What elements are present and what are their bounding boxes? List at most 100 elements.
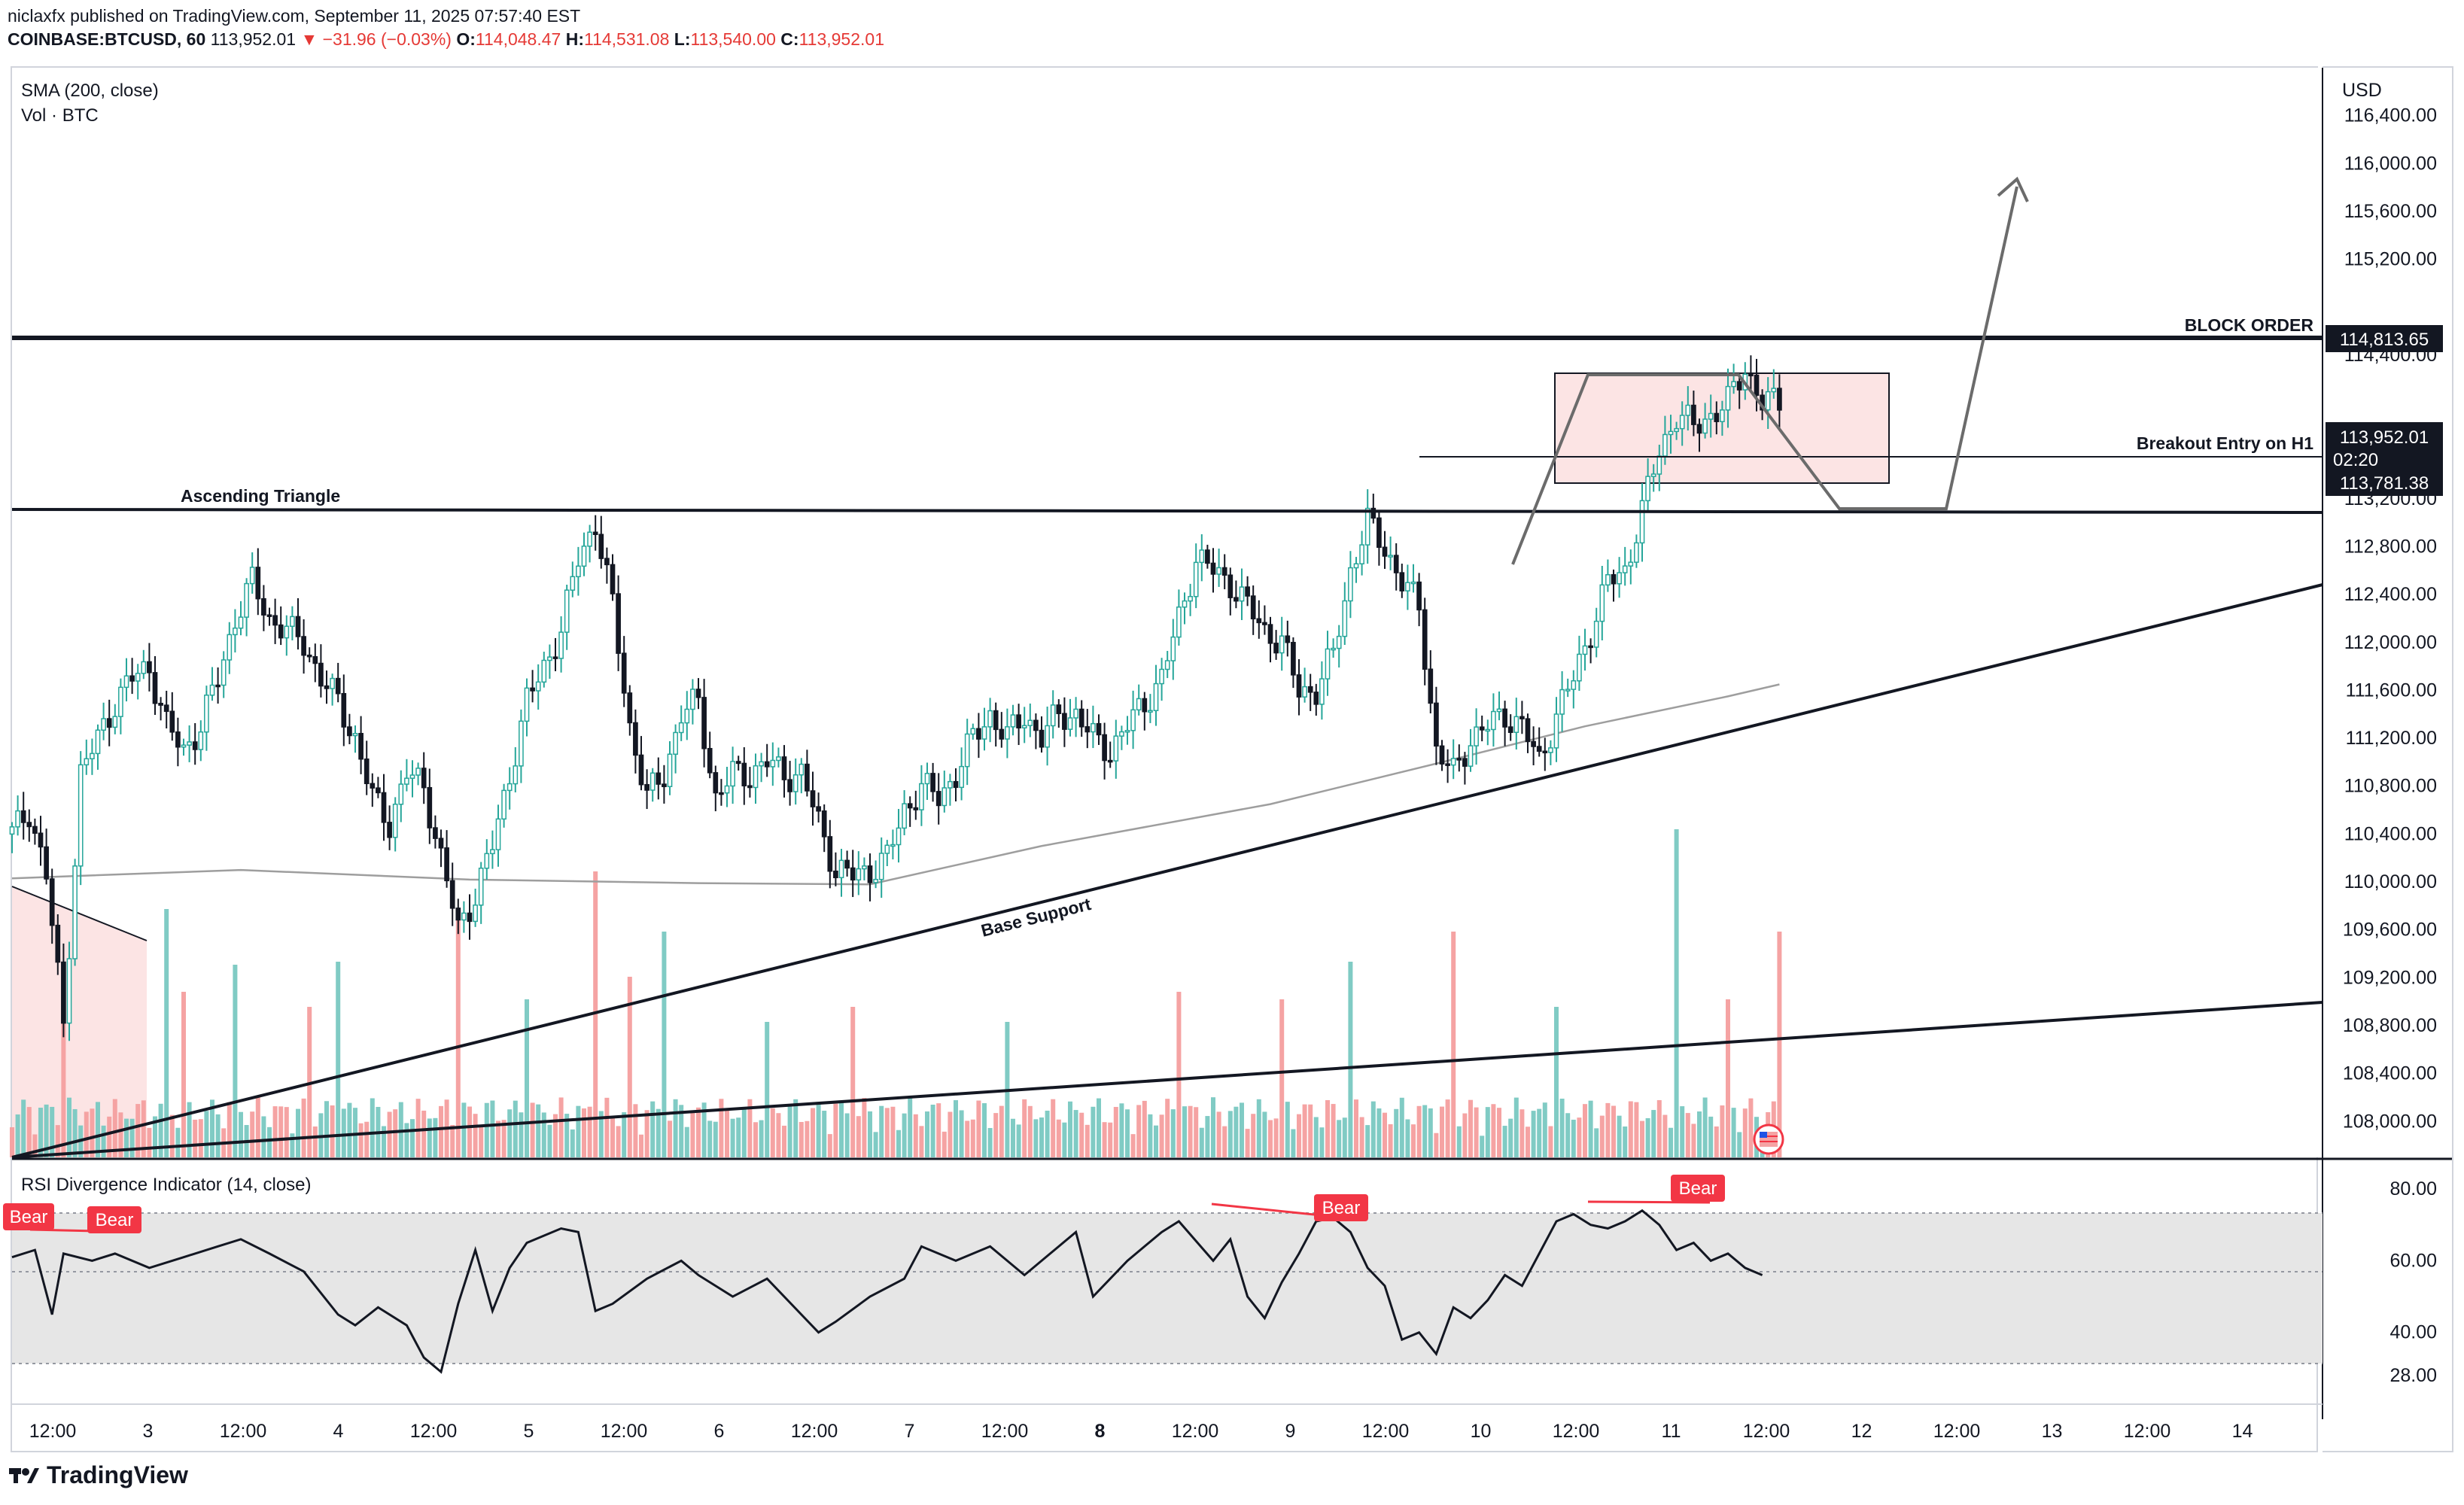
- volume-bar: [1148, 1114, 1153, 1157]
- vol-legend[interactable]: Vol · BTC: [21, 105, 99, 126]
- candle-body: [301, 636, 306, 656]
- us-flag-icon[interactable]: [1753, 1123, 1784, 1155]
- volume-bar: [164, 909, 169, 1157]
- volume-bar: [1634, 1102, 1639, 1157]
- candle-body: [381, 792, 387, 823]
- candle-body: [781, 756, 787, 780]
- candle-body: [1777, 388, 1782, 411]
- volume-bar: [925, 1111, 929, 1157]
- volume-bar: [879, 1105, 884, 1157]
- volume-bar: [187, 1102, 192, 1157]
- volume-bar: [353, 1108, 357, 1157]
- volume-bar: [1359, 1117, 1364, 1157]
- candle-body: [55, 924, 61, 963]
- candle-body: [1227, 574, 1234, 598]
- candle-body: [1193, 561, 1199, 597]
- bear-badge-2[interactable]: Bear: [87, 1206, 141, 1233]
- rsi-tick-3: 28.00: [2389, 1365, 2437, 1386]
- candle-body: [770, 759, 776, 768]
- volume-bar: [919, 1126, 924, 1157]
- candle-body: [1462, 758, 1468, 767]
- volume-bar: [833, 1103, 838, 1157]
- candle-body: [1720, 409, 1725, 422]
- candle-body: [1645, 476, 1650, 502]
- volume-bar: [44, 1104, 49, 1157]
- volume-bar: [668, 1120, 672, 1157]
- volume-bar: [484, 1102, 489, 1157]
- volume-bar: [433, 1117, 438, 1157]
- ascending-triangle-label: Ascending Triangle: [181, 486, 340, 506]
- volume-bar: [1691, 1123, 1696, 1157]
- candle-body: [1605, 574, 1611, 586]
- candle-body: [1434, 702, 1439, 747]
- candle-body: [1513, 716, 1519, 733]
- candle-body: [587, 531, 592, 547]
- candle-body: [163, 704, 169, 713]
- tradingview-logo[interactable]: TradingView: [9, 1461, 188, 1489]
- volume-bar: [896, 1130, 901, 1157]
- candle-body: [1725, 385, 1731, 411]
- candle-body: [1491, 710, 1496, 731]
- volume-bar: [930, 1104, 935, 1157]
- candle-body: [272, 615, 278, 626]
- candle-body: [1016, 714, 1021, 728]
- candle-body: [1754, 374, 1760, 396]
- candle-body: [1507, 726, 1513, 733]
- volume-bar: [725, 1108, 729, 1157]
- candle-body: [404, 777, 409, 785]
- candle-body: [1285, 635, 1291, 643]
- volume-bar: [1325, 1099, 1330, 1157]
- time-tick-8: 12:00: [791, 1421, 838, 1442]
- candle-body: [627, 692, 633, 724]
- time-tick-22: 12:00: [2124, 1421, 2171, 1442]
- candle-body: [306, 654, 312, 658]
- candle-body: [1021, 725, 1027, 728]
- volume-bar: [1737, 1132, 1742, 1157]
- low-value: 113,540.00: [690, 29, 776, 49]
- volume-bar: [598, 1111, 604, 1157]
- time-tick-18: 12:00: [1743, 1421, 1790, 1442]
- candle-body: [290, 616, 295, 628]
- candle-body: [724, 785, 730, 794]
- volume-bar: [741, 1108, 747, 1157]
- volume-bar: [455, 917, 461, 1157]
- candle-body: [1062, 713, 1067, 730]
- volume-bar: [576, 1105, 581, 1157]
- candle-body: [1502, 708, 1507, 728]
- bear-badge-4[interactable]: Bear: [1671, 1175, 1725, 1202]
- candle-body: [667, 753, 673, 788]
- currency-label: USD: [2342, 80, 2382, 101]
- sma-legend[interactable]: SMA (200, close): [21, 81, 159, 101]
- candle-body: [592, 531, 598, 535]
- volume-bar: [627, 977, 632, 1157]
- price-tick-10: 111,200.00: [2346, 728, 2437, 749]
- candle-body: [713, 772, 719, 794]
- volume-bar: [1170, 1109, 1176, 1157]
- volume-bar: [782, 1125, 786, 1157]
- rsi-legend[interactable]: RSI Divergence Indicator (14, close): [21, 1175, 312, 1195]
- volume-bar: [1474, 1107, 1479, 1157]
- candle-body: [1611, 574, 1617, 585]
- volume-bar: [811, 1108, 815, 1157]
- volume-bar: [1519, 1109, 1525, 1157]
- candle-body: [805, 763, 810, 792]
- candle-body: [1668, 430, 1674, 436]
- volume-bar: [324, 1101, 329, 1157]
- close-value: 113,952.01: [799, 29, 884, 49]
- volume-bar: [358, 1123, 364, 1157]
- volume-bar: [261, 1116, 266, 1157]
- bear-badge-1[interactable]: Bear: [3, 1203, 54, 1230]
- block-price-tag: [2326, 325, 2443, 352]
- volume-bar: [913, 1114, 918, 1157]
- bear-badge-3[interactable]: Bear: [1314, 1194, 1368, 1221]
- candle-body: [221, 659, 227, 686]
- candle-body: [26, 822, 32, 828]
- volume-bar: [1559, 1099, 1565, 1157]
- candle-body: [1010, 714, 1016, 728]
- symbol-label[interactable]: COINBASE:BTCUSD, 60: [8, 29, 206, 49]
- candle-body: [844, 859, 850, 869]
- volume-bar: [587, 1106, 592, 1157]
- candle-body: [673, 731, 678, 755]
- candles: [9, 355, 1782, 1041]
- candle-body: [118, 686, 123, 717]
